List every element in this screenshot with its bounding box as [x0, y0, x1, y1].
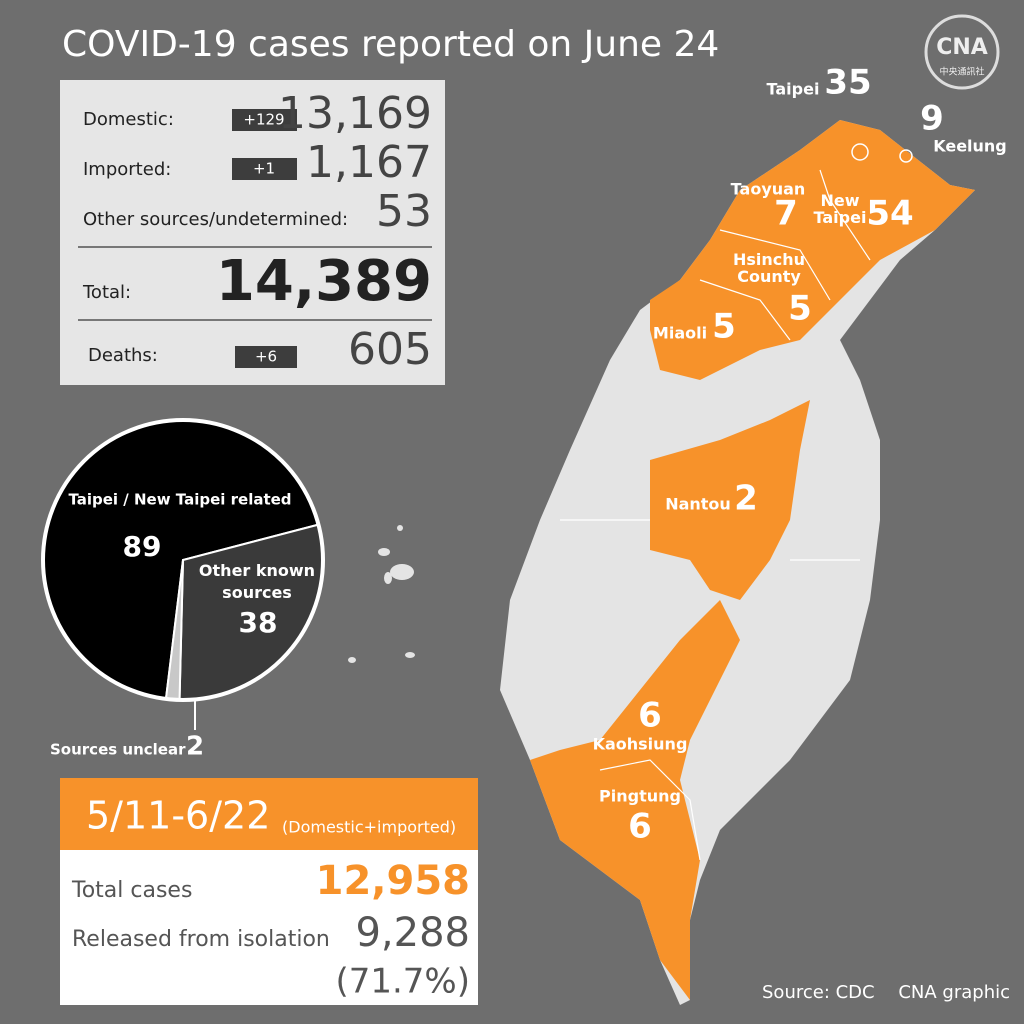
islet [348, 657, 356, 663]
region-name: Keelung [933, 137, 1007, 156]
stat-label: Domestic: [83, 109, 174, 130]
stat-value: 605 [348, 324, 432, 375]
pie-category: Taipei / New Taipei related [68, 491, 291, 509]
map [348, 120, 975, 1005]
badge [232, 109, 297, 131]
taipei-marker [851, 143, 869, 161]
region-cases: 2 [734, 479, 758, 519]
islet [378, 548, 390, 556]
border [599, 759, 701, 861]
region-name: Hsinchu County [732, 250, 806, 286]
pie-category: Other known sources [198, 561, 316, 603]
islet [397, 525, 403, 531]
borders [560, 169, 871, 861]
region-name: Taoyuan [731, 180, 806, 199]
logo-subtitle: 中央通訊社 [939, 66, 984, 78]
stat-value: 53 [376, 186, 432, 237]
pie-value: 89 [123, 530, 162, 563]
stat-label: Other sources/undetermined: [83, 209, 348, 230]
pie-rim [41, 418, 325, 702]
stat-change: +1 [253, 160, 275, 178]
period-body [60, 850, 478, 1005]
region-cases: 5 [788, 289, 812, 329]
stat-label: Total: [82, 282, 131, 303]
region-cases: 54 [866, 194, 913, 234]
period-label: Released from isolation [72, 927, 330, 952]
border [819, 169, 871, 261]
border [719, 229, 831, 301]
region-cases: 5 [712, 307, 736, 347]
region-south [530, 600, 740, 1000]
region-name: Miaoli [653, 324, 707, 343]
penghu [348, 525, 415, 663]
source: Source: CDC [762, 982, 875, 1003]
period-label: Total cases [71, 878, 192, 903]
period-value: 9,288 [355, 910, 470, 956]
region-cases: 6 [628, 807, 652, 847]
total-value: 14,389 [216, 249, 432, 314]
pie-value: 2 [186, 732, 204, 762]
region-name: Taipei [767, 80, 820, 99]
badge [232, 158, 297, 180]
stat-value: 1,167 [306, 137, 432, 188]
islet [384, 572, 392, 584]
region-name: New Taipei [813, 191, 867, 227]
region-north [650, 120, 975, 380]
pie-value: 38 [239, 606, 278, 639]
region-cases: 35 [824, 63, 871, 103]
region-cases: 9 [920, 99, 944, 139]
border [699, 279, 791, 341]
badge [235, 346, 297, 368]
stat-value: 13,169 [278, 88, 432, 139]
pie-category: Sources unclear [50, 741, 186, 759]
period-header [60, 778, 478, 850]
credit: CNA graphic [898, 982, 1010, 1003]
region-cases: 6 [638, 696, 662, 736]
period-range: 5/11-6/22 [86, 794, 270, 838]
stat-change: +129 [243, 111, 284, 129]
region-cases: 7 [774, 194, 798, 234]
logo-mark: CNA [936, 35, 988, 60]
region-nantou [650, 400, 810, 600]
stat-label: Deaths: [88, 345, 158, 366]
period-share: (71.7%) [335, 962, 470, 1002]
region-name: Pingtung [599, 787, 681, 806]
stat-label: Imported: [83, 159, 171, 180]
keelung-marker [899, 149, 913, 163]
stat-change: +6 [255, 348, 277, 366]
islet [405, 652, 415, 658]
title: COVID-19 cases reported on June 24 [62, 24, 719, 65]
period-value: 12,958 [316, 858, 470, 904]
islet [390, 564, 414, 580]
region-name: Kaohsiung [593, 735, 688, 754]
region-name: Nantou [665, 495, 731, 514]
period-note: (Domestic+imported) [282, 818, 456, 837]
logo-ring [924, 14, 1000, 90]
